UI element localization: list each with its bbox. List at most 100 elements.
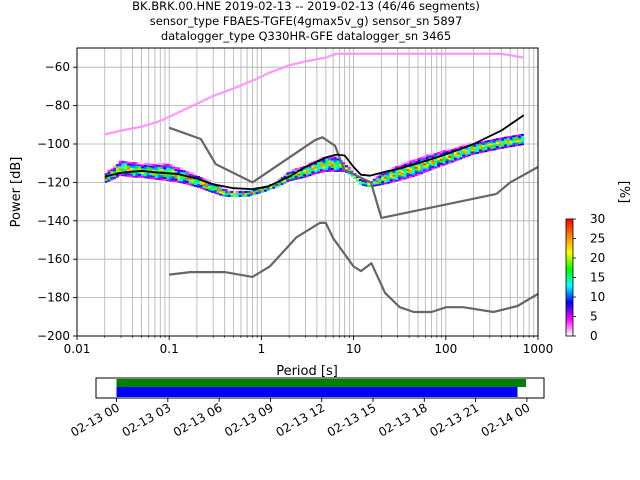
psd-cell (406, 166, 410, 170)
psd-cell (127, 174, 131, 178)
psd-cell (414, 158, 418, 161)
psd-cell (414, 168, 418, 171)
psd-cell (224, 196, 228, 199)
psd-cell (247, 190, 251, 193)
psd-cell (115, 164, 120, 167)
psd-cell (146, 168, 150, 172)
psd-cell (191, 172, 195, 175)
colorbar-tick-label: 15 (590, 271, 605, 285)
psd-cell (414, 170, 418, 173)
psd-cell (333, 156, 337, 159)
psd-cell (509, 143, 513, 146)
psd-cell (506, 147, 511, 150)
psd-cell (428, 157, 432, 160)
psd-cell (152, 165, 156, 168)
psd-cell (378, 185, 382, 188)
psd-cell (308, 168, 312, 171)
psd-cell (115, 177, 120, 180)
psd-cell (185, 176, 189, 179)
psd-cell (453, 157, 457, 160)
psd-cell (174, 170, 178, 173)
psd-cell (222, 188, 226, 191)
psd-cell (406, 170, 410, 173)
psd-cell (322, 166, 326, 169)
chart-title-line-1: BK.BRK.00.HNE 2019-02-13 -- 2019-02-13 (… (132, 0, 480, 13)
psd-cell (303, 171, 307, 175)
psd-cell (294, 179, 298, 182)
psd-cell (155, 169, 159, 173)
psd-cell (481, 152, 485, 155)
psd-cell (459, 153, 463, 156)
psd-cell (261, 184, 265, 187)
psd-cell (160, 170, 164, 173)
psd-cell (163, 165, 167, 168)
psd-cell (420, 164, 424, 167)
psd-cell (400, 179, 404, 183)
psd-cell (465, 151, 469, 154)
series-line-nhnm (168, 126, 497, 219)
psd-outlier-cell (115, 130, 120, 133)
psd-cell (325, 165, 329, 169)
psd-cell (300, 178, 304, 181)
psd-cell (384, 182, 388, 185)
psd-cell (182, 175, 187, 179)
psd-outlier-cell (428, 52, 432, 55)
x-tick-label: 1 (258, 342, 266, 356)
psd-cell (146, 166, 150, 170)
psd-cell (490, 139, 494, 142)
psd-cell (411, 174, 416, 178)
psd-cell (155, 164, 159, 167)
psd-cell (328, 165, 332, 169)
psd-cell (506, 145, 511, 148)
psd-outlier-cell (398, 52, 402, 55)
psd-outlier-cell (479, 52, 483, 55)
psd-cell (166, 167, 170, 170)
psd-outlier-cell (501, 52, 505, 56)
psd-cell (423, 165, 427, 168)
psd-cell (224, 192, 228, 196)
psd-cell (439, 166, 444, 169)
psd-cell (255, 194, 259, 197)
psd-cell (241, 196, 245, 199)
psd-cell (501, 136, 505, 140)
psd-cell (311, 169, 315, 172)
psd-cell (406, 172, 410, 175)
psd-cell (180, 167, 184, 170)
psd-cell (104, 173, 108, 176)
psd-cell (127, 167, 131, 170)
psd-outlier-cell (487, 52, 491, 55)
psd-cell (487, 145, 491, 148)
psd-cell (118, 164, 122, 167)
psd-cell (219, 193, 223, 196)
psd-cell (180, 169, 184, 172)
psd-cell (252, 190, 256, 194)
psd-cell (291, 170, 295, 173)
psd-cell (364, 182, 368, 185)
psd-cell (336, 158, 340, 161)
psd-cell (325, 154, 329, 157)
psd-cell (467, 146, 471, 149)
psd-cell (149, 174, 153, 178)
psd-cell (182, 179, 187, 183)
psd-cell (194, 173, 198, 176)
psd-cell (188, 185, 192, 188)
psd-cell (389, 177, 393, 180)
psd-cell (325, 160, 329, 163)
psd-cell (141, 168, 145, 171)
psd-cell (400, 164, 404, 167)
psd-cell (520, 137, 525, 140)
psd-cell (224, 188, 228, 192)
psd-cell (350, 168, 354, 171)
psd-cell (249, 195, 254, 198)
psd-cell (342, 164, 346, 167)
psd-cell (224, 194, 228, 197)
plot-frame (76, 47, 539, 337)
psd-cell (227, 196, 231, 199)
psd-cell (177, 174, 181, 178)
psd-cell (400, 168, 404, 171)
y-tick-label: −200 (37, 329, 70, 343)
psd-cell (182, 183, 187, 186)
psd-cell (305, 174, 309, 178)
psd-cell (509, 146, 513, 150)
series-line-nhnm-tail (495, 166, 538, 195)
